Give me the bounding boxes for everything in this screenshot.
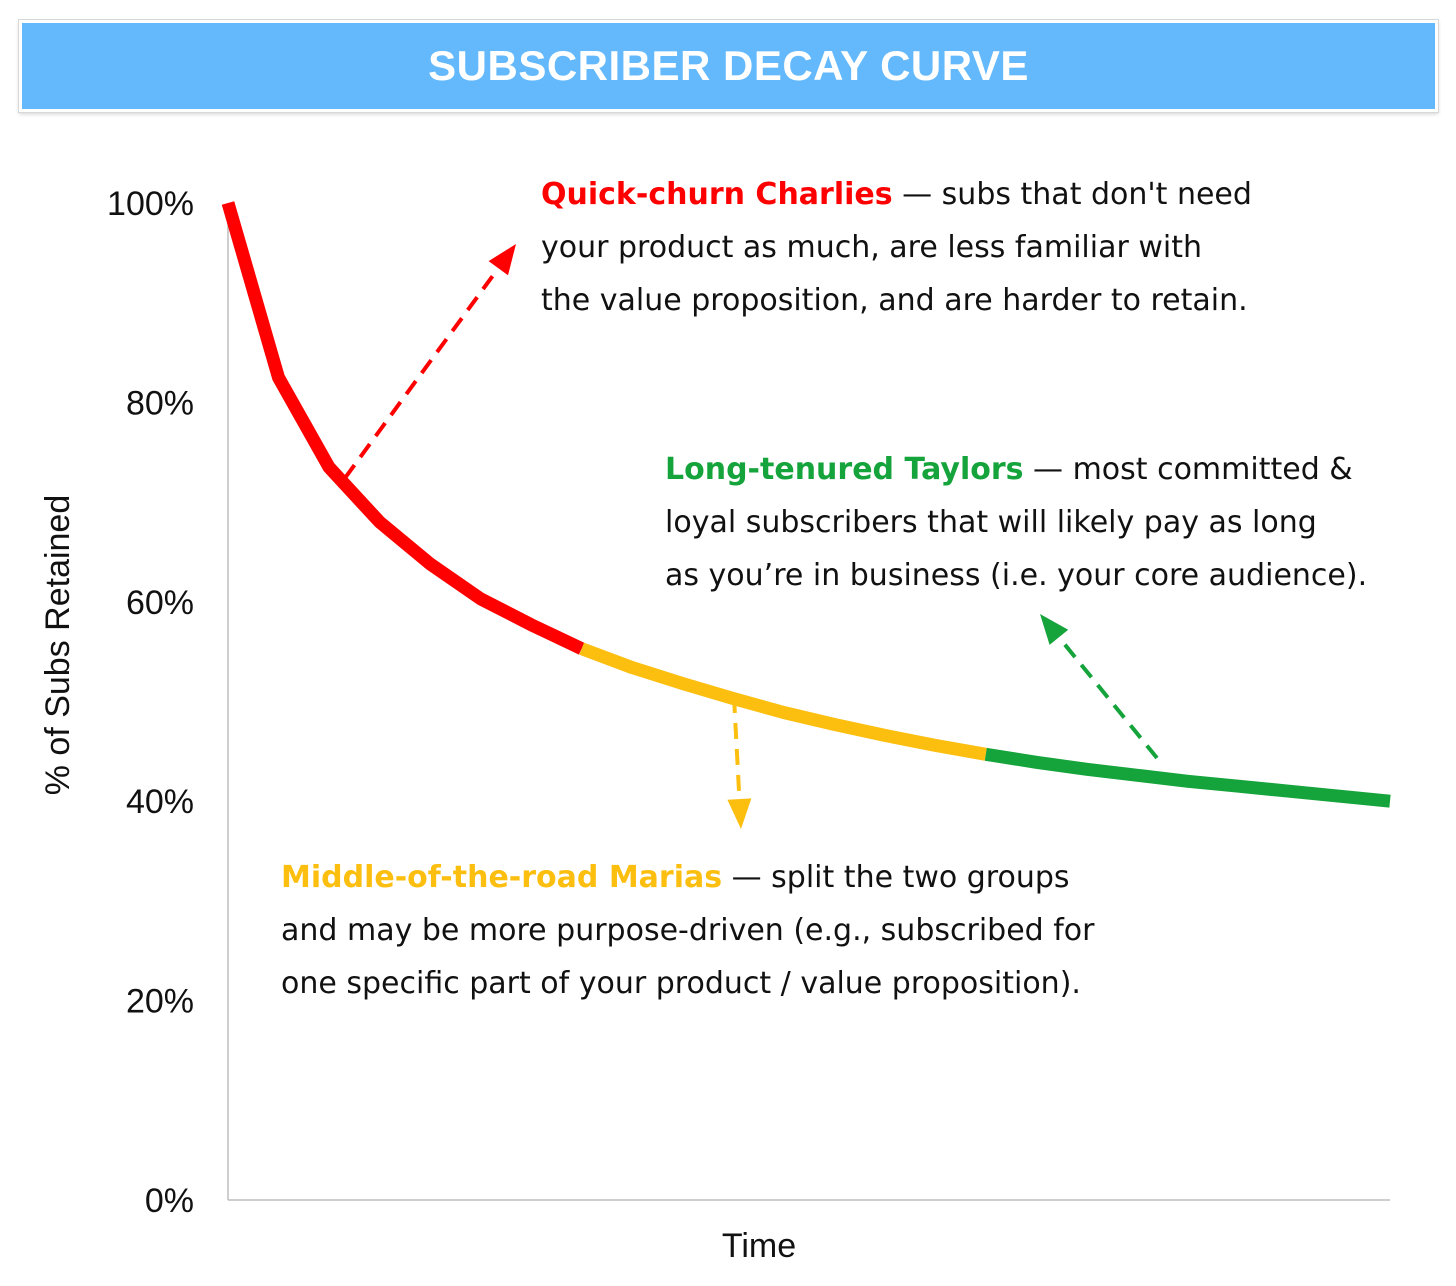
arrow-taylors-head (1040, 614, 1069, 645)
annotation-arrows (343, 244, 1159, 829)
arrow-marias-head (727, 798, 752, 829)
y-tick-label: 0% (145, 1182, 194, 1220)
series-line-long-tenured-taylors (984, 747, 1391, 808)
annotation-charlies-line1: — subs that don't need (892, 177, 1252, 212)
series-line-middle-of-the-road-marias (579, 642, 987, 761)
annotation-taylors-line2: loyal subscribers that will likely pay a… (665, 505, 1317, 540)
annotation-marias-line3: one specific part of your product / valu… (281, 966, 1081, 1001)
annotation-marias-line2: and may be more purpose-driven (e.g., su… (281, 913, 1095, 948)
y-tick-label: 60% (126, 584, 194, 622)
chart-title-banner: SUBSCRIBER DECAY CURVE (19, 20, 1438, 112)
annotation-marias-line1: — split the two groups (722, 860, 1070, 895)
y-tick-label: 20% (126, 983, 194, 1021)
series-line-quick-churn-charlies (221, 201, 585, 655)
arrow-marias-shaft (732, 696, 742, 800)
annotation-marias: Middle-of-the-road Marias — split the tw… (281, 851, 1095, 1010)
annotation-taylors: Long-tenured Taylors — most committed & … (665, 443, 1367, 602)
annotation-charlies-lead: Quick-churn Charlies (541, 177, 893, 212)
y-tick-label: 40% (126, 783, 194, 821)
annotation-marias-lead: Middle-of-the-road Marias (281, 860, 723, 895)
arrow-charlies-shaft (343, 267, 500, 480)
annotation-charlies-line2: your product as much, are less familiar … (541, 230, 1202, 265)
axes (227, 203, 1390, 1201)
y-tick-label: 100% (107, 185, 194, 223)
y-tick-labels: 0% 20% 40% 60% 80% 100% (107, 185, 194, 1220)
annotation-taylors-line1: — most committed & (1023, 452, 1353, 487)
chart-title: SUBSCRIBER DECAY CURVE (428, 42, 1029, 89)
annotation-charlies: Quick-churn Charlies — subs that don't n… (541, 168, 1252, 327)
annotation-taylors-lead: Long-tenured Taylors (665, 452, 1024, 487)
x-axis-title: Time (722, 1227, 796, 1265)
arrow-charlies-head (488, 244, 516, 276)
arrow-taylors-shaft (1057, 636, 1159, 760)
annotation-charlies-line3: the value proposition, and are harder to… (541, 283, 1248, 318)
series-layer (221, 201, 1391, 808)
annotation-taylors-line3: as you’re in business (i.e. your core au… (665, 558, 1368, 593)
y-tick-label: 80% (126, 384, 194, 422)
y-axis-title: % of Subs Retained (39, 495, 77, 796)
